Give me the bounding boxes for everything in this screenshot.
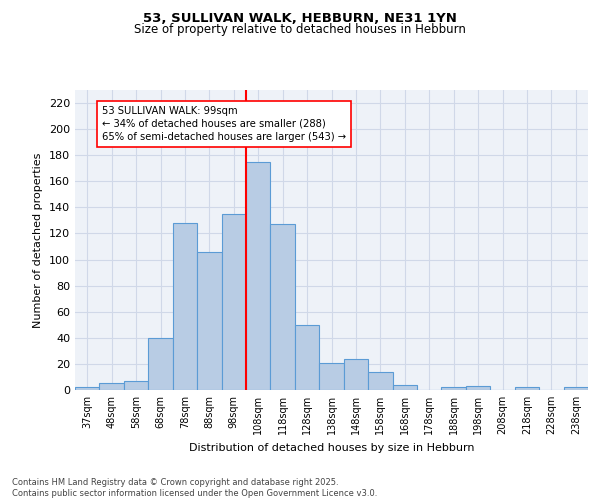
Bar	[319, 362, 344, 390]
Bar	[392, 385, 417, 390]
Bar	[173, 223, 197, 390]
Bar	[344, 358, 368, 390]
Bar	[100, 384, 124, 390]
Bar	[246, 162, 271, 390]
Text: Size of property relative to detached houses in Hebburn: Size of property relative to detached ho…	[134, 24, 466, 36]
Bar	[368, 372, 392, 390]
X-axis label: Distribution of detached houses by size in Hebburn: Distribution of detached houses by size …	[189, 442, 474, 452]
Bar	[515, 388, 539, 390]
Bar	[197, 252, 221, 390]
Text: Contains HM Land Registry data © Crown copyright and database right 2025.
Contai: Contains HM Land Registry data © Crown c…	[12, 478, 377, 498]
Bar	[221, 214, 246, 390]
Bar	[124, 381, 148, 390]
Text: 53 SULLIVAN WALK: 99sqm
← 34% of detached houses are smaller (288)
65% of semi-d: 53 SULLIVAN WALK: 99sqm ← 34% of detache…	[102, 106, 346, 142]
Bar	[563, 388, 588, 390]
Bar	[75, 388, 100, 390]
Bar	[295, 325, 319, 390]
Bar	[148, 338, 173, 390]
Text: 53, SULLIVAN WALK, HEBBURN, NE31 1YN: 53, SULLIVAN WALK, HEBBURN, NE31 1YN	[143, 12, 457, 26]
Y-axis label: Number of detached properties: Number of detached properties	[34, 152, 43, 328]
Bar	[271, 224, 295, 390]
Bar	[466, 386, 490, 390]
Bar	[442, 388, 466, 390]
